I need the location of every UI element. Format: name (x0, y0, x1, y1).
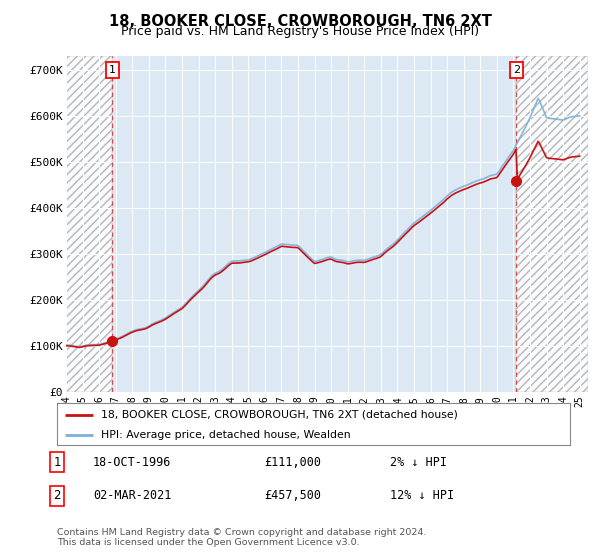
Text: £111,000: £111,000 (264, 455, 321, 469)
Text: HPI: Average price, detached house, Wealden: HPI: Average price, detached house, Weal… (101, 430, 350, 440)
Text: 02-MAR-2021: 02-MAR-2021 (93, 489, 172, 502)
Text: 18, BOOKER CLOSE, CROWBOROUGH, TN6 2XT: 18, BOOKER CLOSE, CROWBOROUGH, TN6 2XT (109, 14, 491, 29)
Text: 12% ↓ HPI: 12% ↓ HPI (390, 489, 454, 502)
Text: Price paid vs. HM Land Registry's House Price Index (HPI): Price paid vs. HM Land Registry's House … (121, 25, 479, 38)
Text: 2: 2 (53, 489, 61, 502)
Text: £457,500: £457,500 (264, 489, 321, 502)
Bar (516, 56, 588, 392)
Bar (66, 56, 112, 392)
Text: 18, BOOKER CLOSE, CROWBOROUGH, TN6 2XT (detached house): 18, BOOKER CLOSE, CROWBOROUGH, TN6 2XT (… (101, 409, 457, 419)
Text: 2% ↓ HPI: 2% ↓ HPI (390, 455, 447, 469)
Text: 1: 1 (53, 455, 61, 469)
Text: 1: 1 (109, 65, 116, 75)
Text: Contains HM Land Registry data © Crown copyright and database right 2024.
This d: Contains HM Land Registry data © Crown c… (57, 528, 427, 547)
Text: 18-OCT-1996: 18-OCT-1996 (93, 455, 172, 469)
Text: 2: 2 (512, 65, 520, 75)
